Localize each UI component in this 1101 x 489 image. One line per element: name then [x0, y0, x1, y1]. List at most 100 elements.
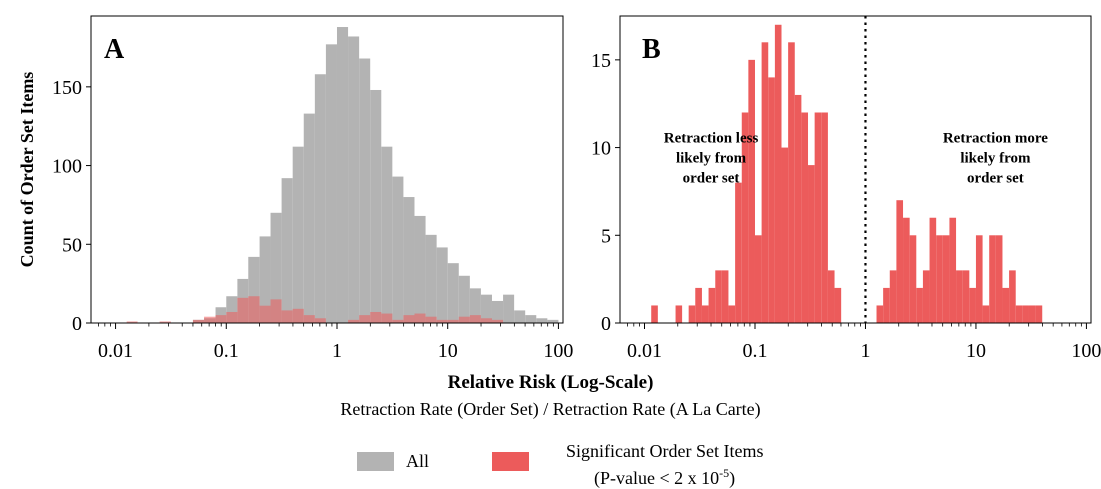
x-tick-label: 10 — [966, 340, 986, 362]
bar — [414, 313, 426, 323]
bar — [403, 315, 415, 323]
bar — [834, 287, 842, 323]
bar — [1035, 305, 1043, 323]
bar — [370, 89, 382, 324]
bar — [715, 270, 722, 323]
legend-significant-swatch — [492, 452, 529, 471]
plot-frame — [619, 15, 1092, 324]
bar — [436, 319, 448, 323]
x-tick-label: 10 — [438, 340, 458, 362]
bar — [348, 36, 360, 323]
bar — [403, 197, 415, 323]
bar — [259, 305, 271, 323]
bar — [728, 305, 736, 323]
annotation-line: likely from — [960, 150, 1031, 166]
legend-significant-line2: (P-value < 2 x 10-5) — [566, 462, 763, 489]
y-axis-label: Count of Order Set Items — [17, 72, 37, 268]
bar — [675, 305, 683, 323]
bar — [292, 308, 304, 323]
bar — [922, 270, 930, 323]
legend-significant-line1: Significant Order Set Items — [566, 441, 764, 461]
bar — [458, 316, 470, 323]
legend-pvalue-end: ) — [729, 468, 736, 488]
legend-all-label: All — [406, 451, 430, 471]
bar — [491, 319, 504, 323]
bar — [721, 270, 729, 323]
legend-pvalue-text: (P-value < 2 x 10 — [594, 468, 720, 488]
bar — [192, 319, 205, 323]
bar — [903, 217, 910, 323]
legend-significant-label: Significant Order Set Items (P-value < 2… — [566, 440, 763, 489]
bar — [281, 310, 293, 323]
y-tick-label: 0 — [72, 313, 82, 335]
bar — [325, 44, 337, 324]
x-tick-label: 0.01 — [98, 340, 133, 362]
series-significant — [126, 296, 504, 323]
x-tick-label: 0.01 — [627, 340, 662, 362]
bar — [1009, 270, 1016, 323]
bar — [1002, 287, 1010, 323]
bar — [237, 297, 249, 323]
bar — [909, 235, 917, 323]
x-tick-label: 100 — [1071, 340, 1101, 362]
bar — [414, 215, 426, 323]
bar — [447, 263, 459, 323]
bar — [1022, 305, 1029, 323]
bar — [126, 321, 138, 323]
x-tick-label: 100 — [543, 340, 573, 362]
bar — [956, 270, 963, 323]
bar — [741, 112, 749, 324]
bar — [303, 315, 315, 323]
bar — [788, 42, 795, 324]
bar — [1028, 305, 1036, 323]
panel-a: 0.01 0.1 1 10 100 0 50 100 150 A Count of Order Se… — [17, 15, 573, 362]
bar — [392, 176, 404, 323]
annotation-line: order set — [967, 170, 1024, 186]
bar — [808, 165, 815, 323]
bar — [936, 235, 943, 323]
bar — [1015, 305, 1023, 323]
bar — [969, 287, 976, 323]
plot-frame — [90, 15, 564, 324]
bar — [436, 247, 448, 323]
y-tick-label: 15 — [591, 50, 611, 72]
bar — [259, 236, 271, 323]
bar — [469, 288, 481, 323]
bar — [204, 316, 216, 323]
legend: All Significant Order Set Items (P-value… — [0, 438, 1101, 488]
bar — [949, 217, 957, 323]
bar — [159, 321, 171, 323]
panel-letter: A — [104, 34, 125, 65]
bar — [781, 147, 789, 323]
bar — [314, 318, 326, 323]
bar — [469, 315, 481, 323]
bar — [774, 24, 782, 324]
bar — [248, 256, 260, 323]
bar — [447, 319, 459, 323]
bar — [458, 275, 470, 323]
bar — [735, 182, 742, 323]
bar — [314, 74, 326, 323]
bar — [370, 311, 382, 323]
annotation-line: likely from — [676, 150, 747, 166]
x-axis-label: Relative Risk (Log-Scale) — [447, 372, 654, 393]
bar — [962, 270, 970, 323]
bar — [547, 319, 559, 323]
bar — [708, 287, 716, 323]
bar — [281, 178, 293, 323]
bar — [480, 294, 492, 323]
annotation-more-likely: Retraction more likely from order set — [943, 130, 1048, 186]
bar — [503, 294, 515, 323]
bar — [761, 42, 769, 324]
bar — [814, 112, 822, 324]
bar — [827, 270, 835, 323]
x-tick-label: 1 — [332, 340, 342, 362]
bar — [801, 112, 809, 324]
bar — [883, 287, 890, 323]
annotation-line: order set — [683, 170, 740, 186]
bar — [336, 27, 349, 324]
bar — [975, 235, 983, 323]
bar — [226, 311, 238, 323]
